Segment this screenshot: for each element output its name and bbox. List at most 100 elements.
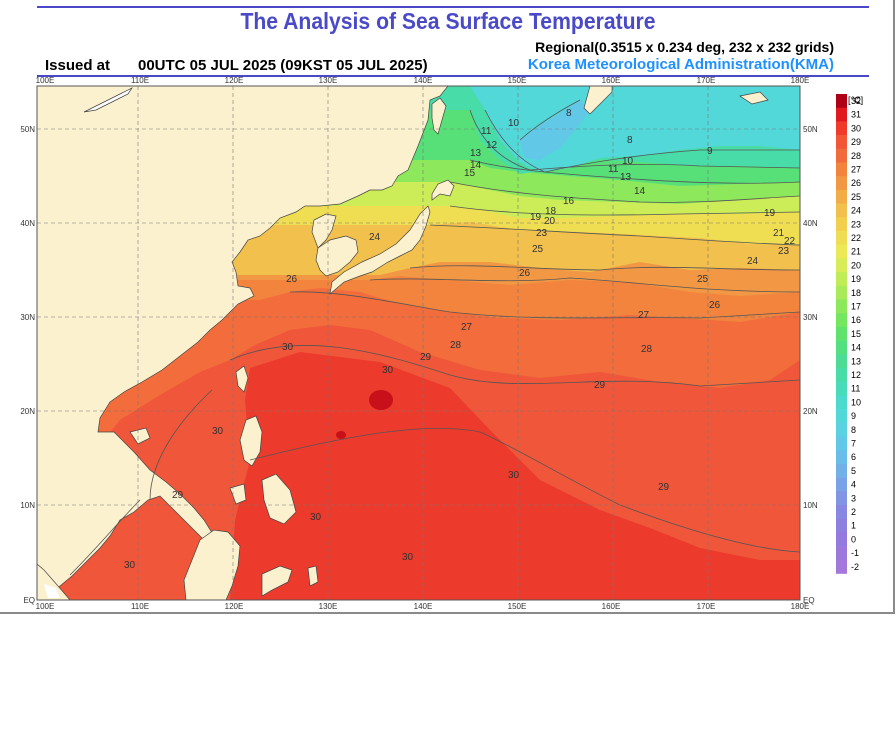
lat-label: 30N — [803, 313, 818, 322]
contour-label: 22 — [784, 236, 796, 247]
colorbar-swatch — [836, 148, 847, 163]
colorbar-label: 25 — [851, 192, 861, 202]
graticule — [37, 86, 800, 600]
colorbar-label: 24 — [851, 206, 861, 216]
contour-label: 26 — [709, 300, 721, 311]
colorbar-label: 5 — [851, 466, 856, 476]
contour-label: 28 — [641, 344, 653, 355]
colorbar-label: 7 — [851, 439, 856, 449]
colorbar-label: 3 — [851, 493, 856, 503]
colorbar-swatch — [836, 546, 847, 561]
contour-label: 26 — [519, 268, 531, 279]
contour-label: 26 — [286, 274, 298, 285]
contour-label: 29 — [420, 352, 432, 363]
lat-label: EQ — [803, 596, 815, 605]
colorbar-swatch — [836, 559, 847, 574]
figure-frame — [0, 0, 895, 614]
contour-label: 24 — [369, 232, 381, 243]
contour-label: 15 — [464, 168, 476, 179]
contour-label: 28 — [450, 340, 462, 351]
contour-label: 23 — [536, 228, 548, 239]
colorbar-swatch — [836, 94, 847, 108]
contour-label: 27 — [638, 310, 650, 321]
colorbar-label: 1 — [851, 521, 856, 531]
colorbar-swatch — [836, 463, 847, 478]
colorbar-label: 16 — [851, 315, 861, 325]
lon-label: 160E — [602, 76, 621, 85]
colorbar-label: 29 — [851, 137, 861, 147]
colorbar-swatch — [836, 231, 847, 245]
colorbar-swatch — [836, 477, 847, 492]
colorbar-label: 28 — [851, 151, 861, 161]
lon-label: 180E — [791, 76, 810, 85]
colorbar-unit: [℃] — [848, 95, 863, 105]
contour-label: 16 — [563, 196, 575, 207]
lat-label: 40N — [20, 219, 35, 228]
contour-label: 29 — [658, 482, 670, 493]
colorbar-swatch — [836, 107, 847, 122]
contour-label: 14 — [634, 186, 646, 197]
agency-name: Korea Meteorological Administration(KMA) — [527, 56, 834, 73]
colorbar-swatch — [836, 381, 847, 396]
lat-label: 40N — [803, 219, 818, 228]
contour-label: 9 — [707, 146, 713, 157]
colorbar-swatch — [836, 313, 847, 328]
colorbar-label: 10 — [851, 397, 861, 407]
lon-label: 120E — [225, 602, 244, 611]
sst-field: 8 8 9 10 10 11 11 12 13 13 14 14 15 16 1… — [37, 86, 800, 600]
colorbar-label: -2 — [851, 562, 859, 572]
issued-label: Issued at — [45, 57, 111, 74]
lat-label: 10N — [803, 501, 818, 510]
colorbar-label: 6 — [851, 452, 856, 462]
contour-label: 18 — [545, 206, 557, 217]
lon-label: 130E — [319, 76, 338, 85]
contour-label: 30 — [124, 560, 136, 571]
contour-label: 13 — [470, 148, 482, 159]
lon-label: 120E — [225, 76, 244, 85]
colorbar-swatch — [836, 326, 847, 341]
colorbar: [℃] 323130292827262524232221201918171615… — [836, 94, 863, 574]
contour-label: 30 — [402, 552, 414, 563]
contour-label: 29 — [594, 380, 606, 391]
contour-label: 8 — [627, 135, 633, 146]
sst-map: 8 8 9 10 10 11 11 12 13 13 14 14 15 16 1… — [20, 76, 863, 611]
colorbar-label: 21 — [851, 247, 861, 257]
contour-label: 30 — [310, 512, 322, 523]
lon-label: 170E — [697, 602, 716, 611]
lat-label: 50N — [803, 125, 818, 134]
colorbar-label: 14 — [851, 343, 861, 353]
colorbar-label: 17 — [851, 302, 861, 312]
colorbar-label: 30 — [851, 123, 861, 133]
lat-label: 20N — [20, 407, 35, 416]
contour-label: 12 — [486, 140, 498, 151]
colorbar-label: 15 — [851, 329, 861, 339]
colorbar-label: 13 — [851, 356, 861, 366]
colorbar-label: 31 — [851, 110, 861, 120]
isotherm-lines — [69, 99, 800, 576]
lat-label: 50N — [20, 125, 35, 134]
contour-label: 30 — [508, 470, 520, 481]
lat-label: 10N — [20, 501, 35, 510]
contour-label: 11 — [608, 164, 619, 175]
colorbar-swatch — [836, 505, 847, 519]
colorbar-swatch — [836, 162, 847, 177]
colorbar-label: 26 — [851, 178, 861, 188]
lon-label: 130E — [319, 602, 338, 611]
colorbar-label: 12 — [851, 370, 861, 380]
colorbar-label: 4 — [851, 480, 856, 490]
colorbar-swatch — [836, 450, 847, 465]
colorbar-label: 20 — [851, 260, 861, 270]
colorbar-swatch — [836, 354, 847, 369]
colorbar-swatch — [836, 272, 847, 287]
contour-label: 10 — [622, 156, 634, 167]
title-rule — [37, 6, 869, 8]
colorbar-swatch — [836, 121, 847, 136]
colorbar-swatch — [836, 436, 847, 451]
colorbar-swatch — [836, 176, 847, 191]
colorbar-swatch — [836, 299, 847, 314]
lon-label: 140E — [414, 76, 433, 85]
colorbar-swatch — [836, 203, 847, 218]
contour-label: 30 — [282, 342, 294, 353]
colorbar-swatch — [836, 189, 847, 204]
colorbar-label: 2 — [851, 507, 856, 517]
